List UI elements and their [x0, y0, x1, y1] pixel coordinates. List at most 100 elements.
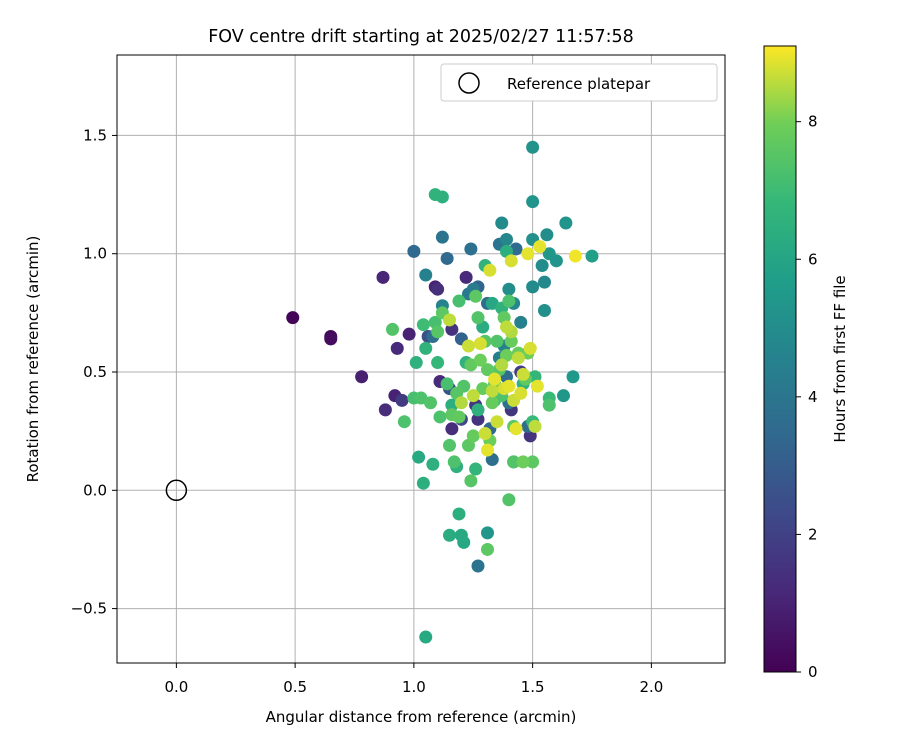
colorbar: [763, 45, 797, 673]
data-point: [481, 363, 494, 377]
data-point: [514, 386, 528, 400]
data-point: [488, 372, 502, 386]
data-point: [469, 289, 483, 303]
data-point: [500, 233, 513, 247]
data-point: [440, 377, 454, 391]
data-point: [431, 325, 445, 339]
data-point: [559, 216, 573, 230]
data-point: [324, 332, 338, 346]
data-point: [507, 455, 521, 469]
reference-platepar-marker: [165, 479, 188, 502]
y-tick-label: 0.0: [83, 481, 107, 499]
data-point: [538, 304, 551, 318]
data-point: [459, 270, 473, 284]
data-point: [452, 294, 466, 308]
data-point: [535, 259, 549, 273]
data-point: [511, 351, 525, 365]
data-point: [471, 403, 485, 417]
colorbar-tick-label: 2: [808, 525, 818, 543]
data-point: [395, 393, 409, 407]
data-point: [466, 389, 480, 403]
data-point: [509, 422, 523, 436]
colorbar-tick-label: 4: [808, 388, 818, 406]
data-point: [481, 542, 494, 556]
data-point: [542, 247, 556, 261]
x-tick-label: 2.0: [639, 678, 663, 696]
colorbar-tick-label: 8: [808, 113, 818, 131]
data-point: [431, 282, 445, 296]
plot-frame: [116, 54, 726, 664]
data-point: [568, 249, 582, 263]
data-point: [526, 455, 540, 469]
grid: [117, 55, 725, 663]
data-point: [523, 341, 537, 355]
data-point: [516, 455, 530, 469]
y-axis-label: Rotation from reference (arcmin): [24, 236, 42, 483]
data-point: [466, 429, 480, 443]
data-point: [464, 242, 478, 256]
y-tick-label: −0.5: [71, 600, 107, 618]
data-point: [433, 410, 447, 424]
data-point: [514, 315, 528, 329]
data-point: [500, 320, 513, 334]
data-point: [481, 526, 494, 540]
data-point: [542, 398, 556, 412]
data-point: [390, 341, 404, 355]
data-point: [424, 396, 437, 410]
data-point: [528, 419, 542, 433]
data-point: [469, 462, 483, 476]
data-point: [443, 313, 456, 327]
y-axis-ticks: −0.5 0.0 0.5 1.0 1.5: [71, 126, 117, 618]
data-point: [566, 370, 580, 384]
colorbar-tick-label: 6: [808, 250, 818, 268]
data-point: [447, 455, 461, 469]
data-point: [502, 294, 516, 308]
data-point: [471, 559, 485, 573]
data-point: [490, 334, 504, 348]
data-point: [407, 244, 421, 258]
x-tick-label: 1.0: [402, 678, 426, 696]
y-tick-label: 1.5: [83, 126, 107, 144]
data-point: [478, 427, 492, 441]
legend: Reference platepar: [440, 63, 718, 102]
data-point: [452, 410, 466, 424]
data-point: [485, 384, 499, 398]
data-points: [286, 140, 599, 644]
data-point: [502, 282, 516, 296]
data-point: [502, 379, 516, 393]
data-point: [378, 403, 392, 417]
data-point: [557, 389, 570, 403]
data-point: [526, 140, 540, 154]
data-point: [538, 275, 551, 289]
data-point: [409, 356, 423, 370]
data-point: [426, 457, 440, 471]
data-point: [431, 356, 445, 370]
x-tick-label: 0.0: [164, 678, 188, 696]
colorbar-tick-label: 0: [808, 663, 818, 681]
data-point: [585, 249, 599, 263]
x-axis-label: Angular distance from reference (arcmin): [266, 708, 577, 726]
data-point: [419, 268, 433, 282]
data-point: [495, 216, 509, 230]
data-point: [412, 450, 426, 464]
data-point: [435, 230, 449, 244]
data-point: [481, 443, 494, 457]
data-point: [502, 493, 516, 507]
data-point: [440, 251, 454, 265]
x-tick-label: 0.5: [283, 678, 307, 696]
y-tick-label: 1.0: [83, 245, 107, 263]
data-point: [376, 270, 390, 284]
data-point: [416, 476, 430, 490]
data-point: [286, 311, 300, 325]
data-point: [471, 412, 485, 426]
data-point: [521, 247, 535, 261]
data-point: [428, 188, 442, 202]
data-point: [530, 379, 544, 393]
colorbar-label: Hours from first FF file: [831, 275, 849, 442]
x-tick-label: 1.5: [521, 678, 545, 696]
data-point: [419, 630, 433, 644]
data-point: [504, 334, 518, 348]
y-tick-label: 0.5: [83, 363, 107, 381]
data-point: [485, 396, 499, 410]
data-point: [454, 396, 468, 410]
